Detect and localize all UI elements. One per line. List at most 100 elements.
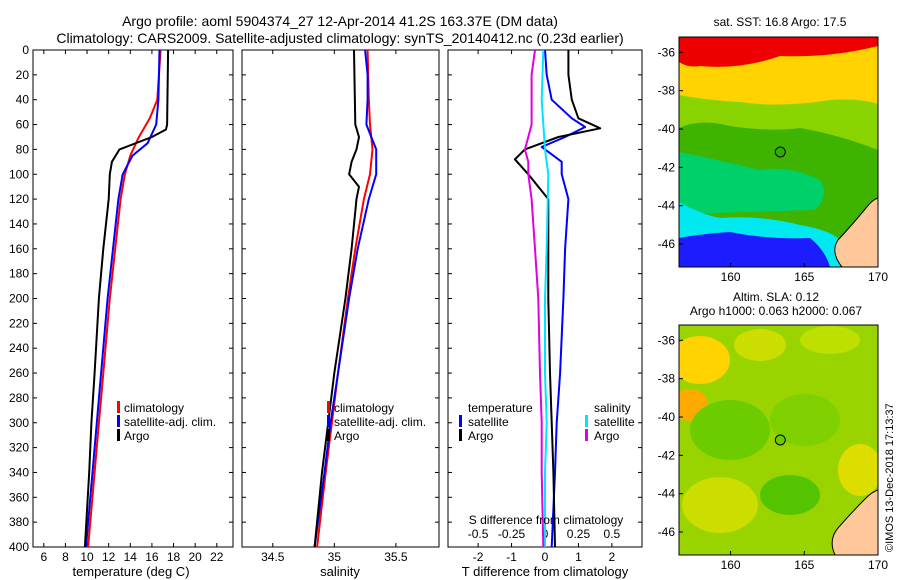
- figure-title-line1: Argo profile: aoml 5904374_27 12-Apr-201…: [122, 13, 558, 29]
- salinity-axes-ticks: 34.5 35 35.5: [242, 49, 439, 564]
- series-line-t-satellite: [540, 49, 587, 548]
- y-tick-label: 260: [9, 366, 29, 380]
- x-tick-label: 8: [62, 550, 69, 564]
- map-y-tick-label: -42: [658, 160, 676, 174]
- sst-argo-marker: [774, 146, 786, 158]
- map-x-tick-label: 170: [868, 558, 888, 572]
- x-tick-label: 18: [167, 550, 181, 564]
- x-tick-label: -1: [506, 550, 517, 564]
- salinity-legend: climatology satellite-adj. clim. Argo: [327, 401, 426, 443]
- legend-swatch-climatology: [117, 401, 120, 413]
- series-line-s-satellite: [540, 49, 550, 547]
- series-line-satellite-adj-clim-: [85, 49, 161, 548]
- legend-swatch-argo: [117, 429, 120, 441]
- y-tick-label: 280: [9, 391, 29, 405]
- y-tick-label: 140: [9, 217, 29, 231]
- legend-label-satellite: satellite-adj. clim.: [124, 415, 216, 429]
- difference-series: [513, 49, 602, 548]
- y-tick-label: 240: [9, 341, 29, 355]
- sst-map-axes: 160 165 170 -36 -38 -40 -42 -44 -46: [658, 45, 889, 284]
- legend-swatch-argo: [327, 429, 330, 441]
- temperature-x-axis: 6 8 10 12 14 16 18 20 22: [33, 49, 233, 564]
- legend-swatch-satellite: [117, 415, 120, 427]
- y-tick-label: 320: [9, 441, 29, 455]
- legend-title-salinity: salinity: [594, 401, 631, 415]
- y-tick-label: 80: [16, 142, 30, 156]
- y-tick-label: 380: [9, 515, 29, 529]
- x-tick-label: 20: [188, 550, 202, 564]
- y-tick-label: 360: [9, 490, 29, 504]
- difference-panel: -2 -1 0 1 2-0.5 -0.25 0 0.25 0.5 T difference fr…: [447, 49, 643, 579]
- series-line-t-argo: [513, 50, 602, 548]
- sla-argo-marker: [774, 434, 786, 446]
- legend-label-s-satellite: satellite: [594, 415, 635, 429]
- x-top-tick-label: 0.25: [567, 527, 591, 541]
- legend-label-climatology: climatology: [124, 401, 184, 415]
- legend-label-argo: Argo: [124, 429, 150, 443]
- map-x-tick-label: 165: [794, 270, 814, 284]
- x-tick-label: 12: [102, 550, 116, 564]
- sst-map-frame: [678, 36, 879, 268]
- map-y-tick-label: -40: [658, 410, 676, 424]
- x-tick-label: 1: [575, 550, 582, 564]
- temperature-series: [83, 49, 170, 548]
- sla-map-image: [679, 325, 878, 555]
- y-tick-label: 0: [22, 43, 29, 57]
- difference-xlabel-top: S difference from climatology: [469, 513, 624, 527]
- y-tick-label: 120: [9, 192, 29, 206]
- legend-label-satellite: satellite-adj. clim.: [334, 415, 426, 429]
- legend-label-t-argo: Argo: [468, 429, 494, 443]
- series-line-satellite-adj-clim-: [313, 49, 378, 548]
- x-tick-label: 0: [542, 550, 549, 564]
- sla-map-title: Altim. SLA: 0.12: [733, 290, 819, 304]
- x-top-tick-label: 0.5: [604, 527, 621, 541]
- x-tick-label: 2: [609, 550, 616, 564]
- difference-legend: temperature satellite Argo salinity sate…: [459, 401, 635, 443]
- salinity-axes-frame: [241, 49, 440, 548]
- sst-map-panel: sat. SST: 16.8 Argo: 17.5 160 165 170 -36 -3…: [658, 15, 889, 284]
- series-line-s-argo: [523, 49, 545, 548]
- x-top-tick-label: -0.25: [498, 527, 526, 541]
- map-x-tick-label: 160: [721, 558, 741, 572]
- x-tick-label: 6: [40, 550, 47, 564]
- series-line-argo: [313, 49, 360, 548]
- y-tick-label: 60: [16, 118, 30, 132]
- x-tick-label: 34.5: [261, 550, 285, 564]
- map-y-tick-label: -46: [658, 525, 676, 539]
- map-x-tick-label: 165: [794, 558, 814, 572]
- map-y-tick-label: -38: [658, 372, 676, 386]
- x-tick-label: 10: [80, 550, 94, 564]
- legend-swatch-s-satellite: [585, 415, 588, 427]
- map-y-tick-label: -42: [658, 448, 676, 462]
- y-tick-label: 340: [9, 465, 29, 479]
- difference-xlabel: T difference from climatology: [462, 564, 629, 579]
- x-tick-label: 16: [145, 550, 159, 564]
- x-tick-label: 35.5: [384, 550, 408, 564]
- legend-swatch-t-argo: [459, 429, 462, 441]
- x-tick-label: 35: [328, 550, 342, 564]
- map-y-tick-label: -44: [658, 199, 676, 213]
- x-top-tick-label: -0.5: [468, 527, 489, 541]
- sla-map-frame: [678, 324, 879, 556]
- temperature-xlabel: temperature (deg C): [72, 564, 189, 579]
- salinity-panel: 34.5 35 35.5 salinity climatology satellit…: [241, 49, 440, 579]
- map-y-tick-label: -36: [658, 333, 676, 347]
- map-y-tick-label: -38: [658, 84, 676, 98]
- legend-swatch-satellite: [327, 415, 330, 427]
- legend-title-temperature: temperature: [468, 401, 533, 415]
- sla-map-panel: Altim. SLA: 0.12 Argo h1000: 0.063 h2000…: [658, 290, 889, 572]
- y-tick-label: 100: [9, 167, 29, 181]
- map-y-tick-label: -44: [658, 487, 676, 501]
- series-line-climatology: [316, 49, 374, 548]
- y-tick-label: 180: [9, 267, 29, 281]
- legend-label-argo: Argo: [334, 429, 360, 443]
- salinity-series: [313, 49, 378, 548]
- map-y-tick-label: -36: [658, 45, 676, 59]
- y-tick-label: 20: [16, 68, 30, 82]
- y-tick-label: 160: [9, 242, 29, 256]
- y-tick-label: 40: [16, 93, 30, 107]
- map-x-tick-label: 170: [868, 270, 888, 284]
- sla-map-subtitle: Argo h1000: 0.063 h2000: 0.067: [690, 304, 862, 318]
- sst-map-image: [679, 37, 878, 267]
- y-tick-label: 300: [9, 416, 29, 430]
